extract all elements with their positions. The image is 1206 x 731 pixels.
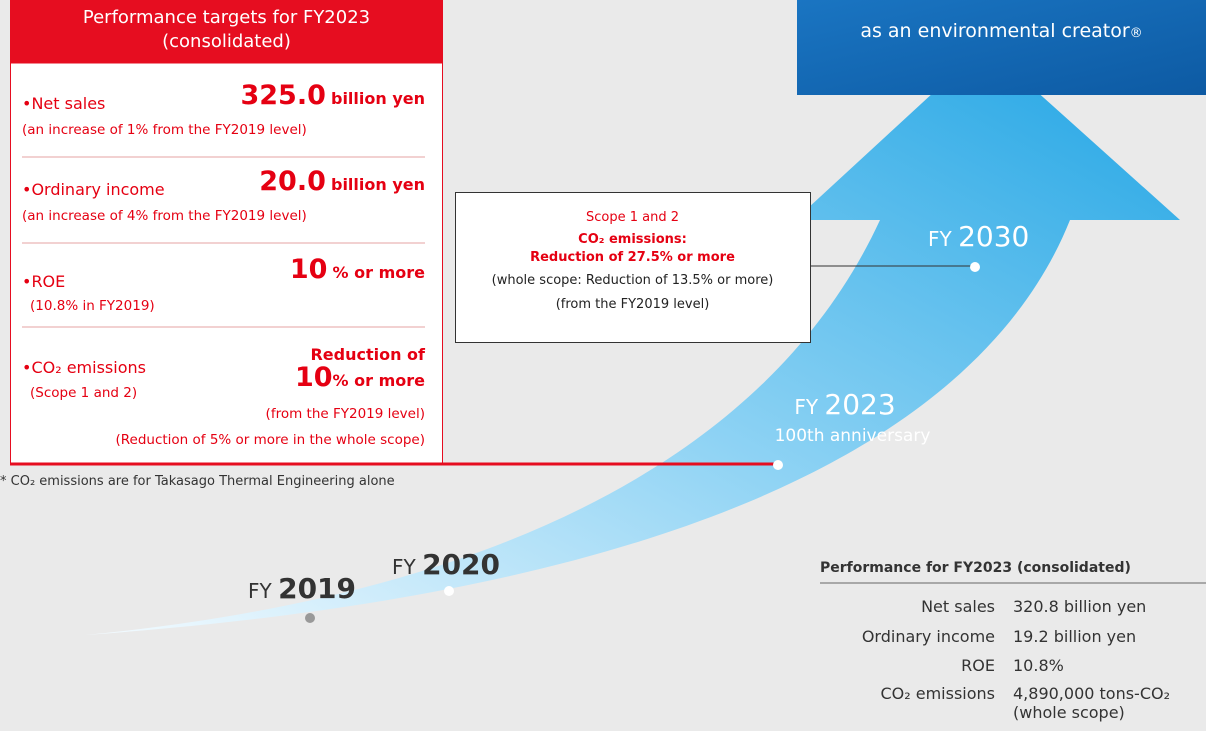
item-value: 10 % or more (290, 254, 425, 285)
row-value: 19.2 billion yen (1013, 627, 1136, 646)
unit: billion yen (331, 175, 425, 194)
year: 2023 (824, 388, 895, 421)
year: 2030 (958, 220, 1029, 253)
milestone-note: 100th anniversary (765, 426, 940, 446)
value: 20.0 (259, 166, 326, 197)
item-note: (an increase of 4% from the FY2019 level… (22, 208, 307, 224)
item-note: (from the FY2019 level) (266, 406, 425, 422)
unit: % or more (333, 263, 425, 282)
row-label: ROE (815, 656, 995, 675)
item-label: •CO₂ emissions (22, 358, 146, 377)
item-value: 325.0 billion yen (240, 80, 425, 111)
item-label: •Net sales (22, 94, 105, 113)
performance-title: Performance for FY2023 (consolidated) (820, 560, 1131, 576)
value: 325.0 (240, 80, 325, 111)
fy: FY (248, 579, 272, 603)
callout-line: (from the FY2019 level) (455, 297, 810, 312)
fy: FY (392, 555, 416, 579)
page: Performance targets {"targets": { "title… (0, 0, 1206, 731)
milestone: FY 2019 (248, 572, 356, 605)
milestone-dot (305, 613, 315, 623)
item-value: 20.0 billion yen (259, 166, 425, 197)
milestone: FY 2030 (928, 220, 1029, 253)
item-value: 10% or more (295, 362, 425, 393)
year: 2019 (278, 572, 356, 605)
footnote: * CO₂ emissions are for Takasago Thermal… (0, 474, 395, 489)
callout-line: Reduction of 27.5% or more (455, 250, 810, 265)
row-value: 4,890,000 tons-CO₂ (1013, 684, 1170, 703)
value: 10 (295, 362, 333, 393)
row-label: Ordinary income (815, 627, 995, 646)
vision: as an environmental creator® (797, 20, 1206, 42)
graphics (0, 0, 1206, 731)
milestone: FY 2020 (392, 548, 500, 581)
title-line: (consolidated) (10, 30, 443, 54)
fy: FY (928, 227, 952, 251)
targets-title: Performance targets for FY2023 (consolid… (10, 6, 443, 54)
item-note: (an increase of 1% from the FY2019 level… (22, 122, 307, 138)
row-value: (whole scope) (1013, 703, 1125, 722)
milestone: FY 2023 (770, 388, 920, 421)
year: 2020 (422, 548, 500, 581)
vision-box (797, 0, 1206, 95)
vision-text: as an environmental creator (860, 20, 1129, 42)
unit: billion yen (331, 89, 425, 108)
milestone-dot (970, 262, 980, 272)
item-label: •Ordinary income (22, 180, 165, 199)
milestone-dot (444, 586, 454, 596)
canvas: Performance targets for FY2023 (consolid… (0, 0, 1206, 731)
title-line: Performance targets for FY2023 (10, 6, 443, 30)
row-value: 10.8% (1013, 656, 1064, 675)
row-label: CO₂ emissions (815, 684, 995, 703)
registered-mark: ® (1130, 26, 1143, 41)
value: 10 (290, 254, 328, 285)
item-sub: (Scope 1 and 2) (30, 385, 137, 401)
fy: FY (794, 395, 818, 419)
row-value: 320.8 billion yen (1013, 597, 1146, 616)
unit: % or more (333, 371, 425, 390)
callout-line: CO₂ emissions: (455, 232, 810, 247)
item-note: (Reduction of 5% or more in the whole sc… (115, 432, 425, 448)
item-note: (10.8% in FY2019) (30, 298, 155, 314)
callout-line: Scope 1 and 2 (455, 210, 810, 225)
callout-line: (whole scope: Reduction of 13.5% or more… (455, 273, 810, 288)
milestone-dot (773, 460, 783, 470)
row-label: Net sales (815, 597, 995, 616)
item-label: •ROE (22, 272, 65, 291)
